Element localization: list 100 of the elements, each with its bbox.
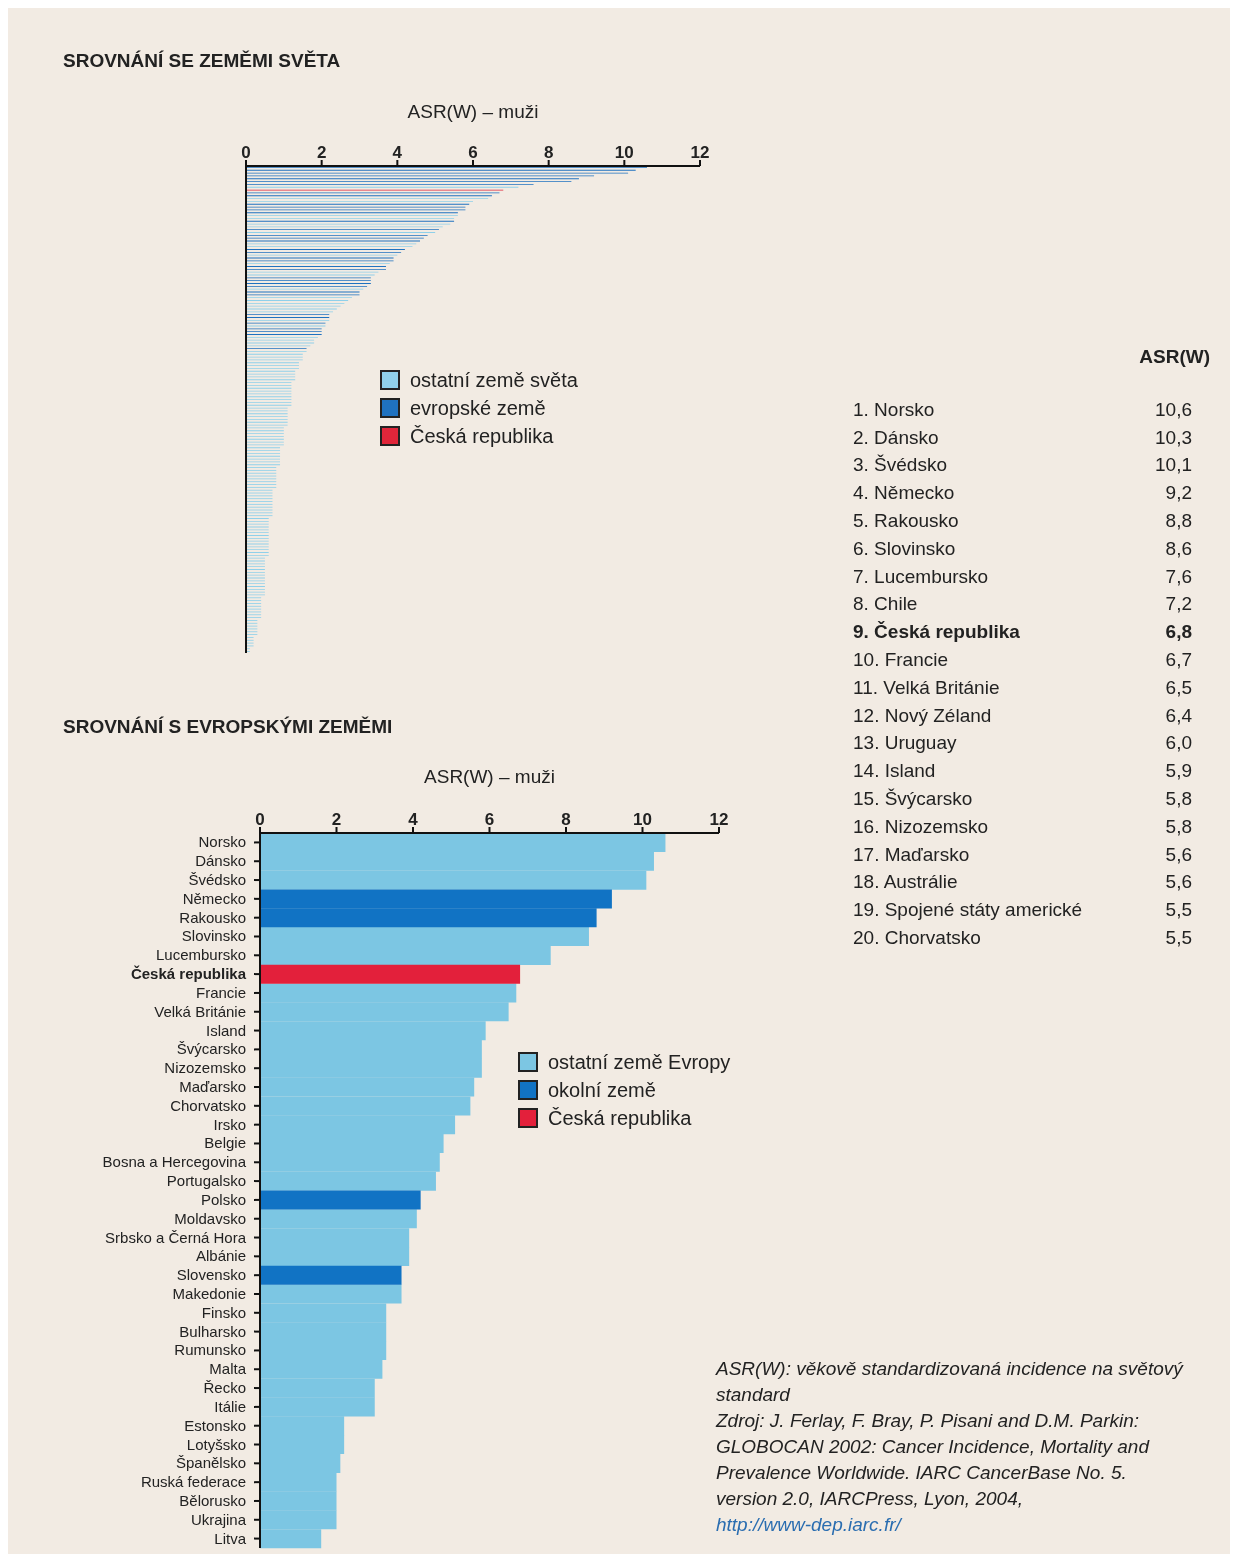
category-label: 17. Maďarsko: [852, 843, 971, 866]
text: 6,0: [1165, 732, 1192, 754]
legend-label: Česká republika: [548, 1106, 692, 1130]
legend-label: ostatní země světa: [410, 368, 578, 392]
y-tick-label: Estonsko: [184, 1416, 246, 1434]
bar: [260, 1265, 402, 1285]
category-label: 1. Norsko: [852, 398, 936, 421]
y-tick-label: Švýcarsko: [176, 1040, 246, 1058]
text: 7,6: [1165, 565, 1192, 587]
y-tick-label: Makedonie: [172, 1284, 246, 1302]
category-label: 12. Nový Zéland: [852, 704, 993, 727]
category-label: 18. Austrálie: [852, 871, 959, 894]
category-label: 11. Velká Británie: [852, 676, 1001, 699]
text: 5,8: [1165, 815, 1192, 837]
y-tick-label: Nizozemsko: [164, 1059, 246, 1077]
y-tick-label: Rakousko: [179, 908, 246, 926]
text: 6,7: [1165, 649, 1192, 671]
text: 6,4: [1165, 704, 1192, 726]
x-tick-label: 0: [255, 810, 265, 829]
legend-label: Česká republika: [410, 424, 554, 448]
category-label: 14. Island: [852, 760, 937, 783]
x-tick-label: 10: [614, 143, 634, 162]
x-tick-label: 8: [561, 810, 571, 829]
annotation: ASR(W): věkově standardizovaná incidence na světový standard: [716, 1357, 1185, 1407]
y-tick-label: Portugalsko: [166, 1172, 246, 1190]
y-tick-label: Moldavsko: [174, 1209, 246, 1227]
y-tick-label: Norsko: [198, 833, 246, 851]
category-label: 13. Uruguay: [852, 732, 958, 755]
y-tick-label: Slovensko: [176, 1266, 246, 1284]
y-tick-label: Belgie: [204, 1134, 246, 1152]
text: 8,8: [1165, 510, 1192, 532]
text: 5,5: [1165, 899, 1192, 921]
y-tick-label: Francie: [195, 983, 246, 1001]
text: 6,8: [1165, 621, 1192, 643]
text: 8,6: [1165, 537, 1192, 559]
y-tick-label: Ukrajina: [190, 1510, 247, 1528]
y-tick-label: Švédsko: [188, 871, 246, 889]
x-tick-label: 6: [468, 143, 478, 162]
y-tick-label: Bulharsko: [179, 1322, 246, 1340]
x-tick-label: 4: [408, 810, 419, 829]
y-tick-label: Dánsko: [195, 852, 246, 870]
category-label: 4. Německo: [852, 482, 956, 505]
category-label: 15. Švýcarsko: [852, 788, 974, 811]
category-label: 8. Chile: [852, 593, 919, 616]
legend-label: ostatní země Evropy: [548, 1050, 731, 1074]
bar: [260, 1190, 421, 1210]
text: 6,5: [1165, 676, 1192, 698]
x-tick-label: 6: [484, 810, 495, 829]
y-tick-label: Irsko: [213, 1115, 246, 1133]
y-tick-label: Lotyšsko: [186, 1435, 246, 1453]
y-tick-label: Řecko: [203, 1379, 246, 1397]
x-tick-label: 12: [709, 810, 729, 829]
text: 5,6: [1165, 843, 1192, 865]
text: 5,6: [1165, 871, 1192, 893]
text: 7,2: [1165, 593, 1192, 615]
chart-title: SROVNÁNÍ SE ZEMĚMI SVĚTA: [63, 50, 341, 72]
text: ASR(W): [1138, 346, 1211, 369]
y-tick-label: Itálie: [214, 1397, 246, 1415]
category-label: 2. Dánsko: [852, 426, 940, 449]
y-tick-label: Německo: [182, 889, 246, 907]
x-tick-label: 2: [331, 810, 342, 829]
category-label: 19. Spojené státy americké: [852, 899, 1084, 922]
chart-title: SROVNÁNÍ S EVROPSKÝMI ZEMĚMI: [63, 716, 393, 738]
category-label: 16. Nizozemsko: [852, 815, 990, 838]
y-tick-label: Slovinsko: [181, 927, 246, 945]
x-axis-title: ASR(W) – muži: [423, 766, 556, 788]
text: 10,1: [1155, 454, 1192, 476]
text: 10,3: [1155, 426, 1192, 448]
legend-label: evropské země: [410, 396, 546, 420]
legend-label: okolní země: [548, 1078, 656, 1102]
y-tick-label: Polsko: [200, 1190, 246, 1208]
y-tick-label: Lucembursko: [155, 946, 246, 964]
annotation: http://www-dep.iarc.fr/: [716, 1513, 904, 1537]
x-tick-label: 0: [241, 143, 251, 162]
y-tick-label: Chorvatsko: [170, 1096, 246, 1114]
bar: [260, 964, 521, 984]
y-tick-label: Ruská federace: [140, 1473, 246, 1491]
y-tick-label: Finsko: [201, 1303, 246, 1321]
text: 5,8: [1165, 788, 1192, 810]
category-label: 3. Švédsko: [852, 454, 948, 477]
category-label: 20. Chorvatsko: [852, 927, 982, 950]
category-label: 5. Rakousko: [852, 510, 960, 533]
y-tick-label: Bělorusko: [179, 1491, 246, 1509]
text: 5,5: [1165, 927, 1192, 949]
x-tick-label: 12: [690, 143, 710, 162]
x-tick-label: 8: [543, 143, 554, 162]
y-tick-label: Malta: [209, 1360, 247, 1378]
y-tick-label: Bosna a Hercegovina: [102, 1153, 247, 1171]
x-tick-label: 4: [392, 143, 403, 162]
y-tick-label: Rumunsko: [174, 1341, 246, 1359]
text: 5,9: [1165, 760, 1192, 782]
category-label: 10. Francie: [852, 649, 950, 672]
annotation: Zdroj: J. Ferlay, F. Bray, P. Pisani and D.M. Parkin: GLOBOCAN 2002: Cancer Incidence, Mortality and Prevalence Worldwide. IARC CancerBase No. 5. version 2.0, IARCPress, Lyon, 2004,: [716, 1409, 1151, 1511]
y-tick-label: Česká republika: [130, 965, 247, 983]
x-tick-label: 10: [633, 810, 652, 829]
y-tick-label: Španělsko: [175, 1454, 246, 1472]
y-tick-label: Island: [205, 1021, 246, 1039]
y-tick-label: Velká Británie: [154, 1002, 246, 1020]
category-label: 9. Česká republika: [852, 621, 1021, 644]
category-label: 6. Slovinsko: [852, 537, 957, 560]
